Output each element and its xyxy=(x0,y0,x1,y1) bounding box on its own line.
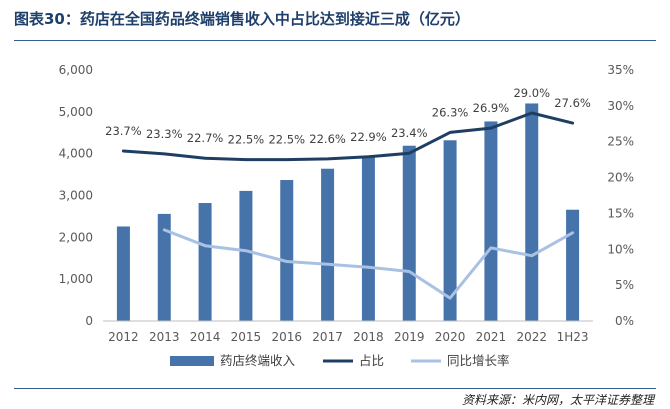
legend-growth-label: 同比增长率 xyxy=(447,353,510,368)
y-left-tick: 3,000 xyxy=(59,189,93,203)
y-right-tick: 10% xyxy=(607,242,634,256)
y-left-tick: 5,000 xyxy=(59,105,93,119)
share-label-2012: 23.7% xyxy=(105,124,142,138)
legend-bar-label: 药店终端收入 xyxy=(220,353,296,368)
x-tick-2016: 2016 xyxy=(271,330,302,344)
bar-2014 xyxy=(198,203,212,321)
legend: 药店终端收入 占比 同比增长率 xyxy=(170,353,510,368)
data-labels-layer: 23.7% 23.3% 22.7% 22.5% 22.5% 22.6% 22.9% 23.4%… xyxy=(105,86,591,147)
bar-2021 xyxy=(484,121,498,321)
legend-bar: 药店终端收入 xyxy=(170,353,296,368)
share-label-2021: 26.9% xyxy=(473,101,510,115)
x-tick-2021: 2021 xyxy=(476,330,507,344)
x-tick-1H23: 1H23 xyxy=(557,330,589,344)
y-right-tick: 35% xyxy=(607,63,634,77)
x-tick-2019: 2019 xyxy=(394,330,425,344)
bar-2017 xyxy=(321,168,335,321)
x-tick-2015: 2015 xyxy=(231,330,262,344)
y-right-tick: 5% xyxy=(615,278,634,292)
legend-bar-swatch xyxy=(170,356,214,366)
share-label-2013: 23.3% xyxy=(146,127,183,141)
axes-layer: 0 1,000 2,000 3,000 4,000 5,000 6,000 0% 5% 10% 15… xyxy=(59,63,634,344)
y-left-tick: 1,000 xyxy=(59,272,93,286)
legend-share: 占比 xyxy=(323,353,384,368)
bar-2018 xyxy=(361,157,375,321)
x-tick-2013: 2013 xyxy=(149,330,180,344)
y-right-tick: 25% xyxy=(607,135,634,149)
x-tick-2017: 2017 xyxy=(312,330,343,344)
share-label-2022: 29.0% xyxy=(513,86,550,100)
y-right-tick: 0% xyxy=(615,314,634,328)
share-label-2018: 22.9% xyxy=(350,130,387,144)
bar-2012 xyxy=(116,226,130,321)
source-note: 资料来源：米内网，太平洋证券整理 xyxy=(461,393,654,407)
share-label-2019: 23.4% xyxy=(391,126,428,140)
footer-divider xyxy=(14,388,656,389)
bar-2016 xyxy=(280,180,294,321)
bar-1H23 xyxy=(566,209,580,321)
share-label-2014: 22.7% xyxy=(187,131,224,145)
y-left-tick: 2,000 xyxy=(59,230,93,244)
share-label-1H23: 27.6% xyxy=(554,96,591,110)
bar-2015 xyxy=(239,190,253,321)
x-tick-2022: 2022 xyxy=(516,330,547,344)
x-tick-2012: 2012 xyxy=(108,330,139,344)
bar-2013 xyxy=(157,213,171,321)
share-label-2017: 22.6% xyxy=(309,132,346,146)
share-label-2015: 22.5% xyxy=(228,133,265,147)
share-label-2020: 26.3% xyxy=(432,105,469,119)
y-right-tick: 15% xyxy=(607,206,634,220)
y-left-tick: 0 xyxy=(85,314,93,328)
bar-2019 xyxy=(402,145,416,321)
legend-growth: 同比增长率 xyxy=(411,353,510,368)
x-tick-2018: 2018 xyxy=(353,330,384,344)
share-line xyxy=(121,111,575,162)
x-tick-2014: 2014 xyxy=(190,330,221,344)
title-divider xyxy=(14,40,656,41)
growth-rate-line xyxy=(162,228,575,300)
x-tick-2020: 2020 xyxy=(435,330,466,344)
legend-share-label: 占比 xyxy=(359,353,384,368)
bars-layer xyxy=(116,103,580,321)
share-label-2016: 22.5% xyxy=(268,133,305,147)
figure-title: 图表30：药店在全国药品终端销售收入中占比达到接近三成（亿元） xyxy=(14,10,470,28)
y-right-tick: 20% xyxy=(607,171,634,185)
y-right-tick: 30% xyxy=(607,99,634,113)
y-left-tick: 4,000 xyxy=(59,147,93,161)
bar-2020 xyxy=(443,140,457,321)
y-left-tick: 6,000 xyxy=(59,63,93,77)
lines-layer xyxy=(121,111,575,300)
bar-2022 xyxy=(525,103,539,321)
